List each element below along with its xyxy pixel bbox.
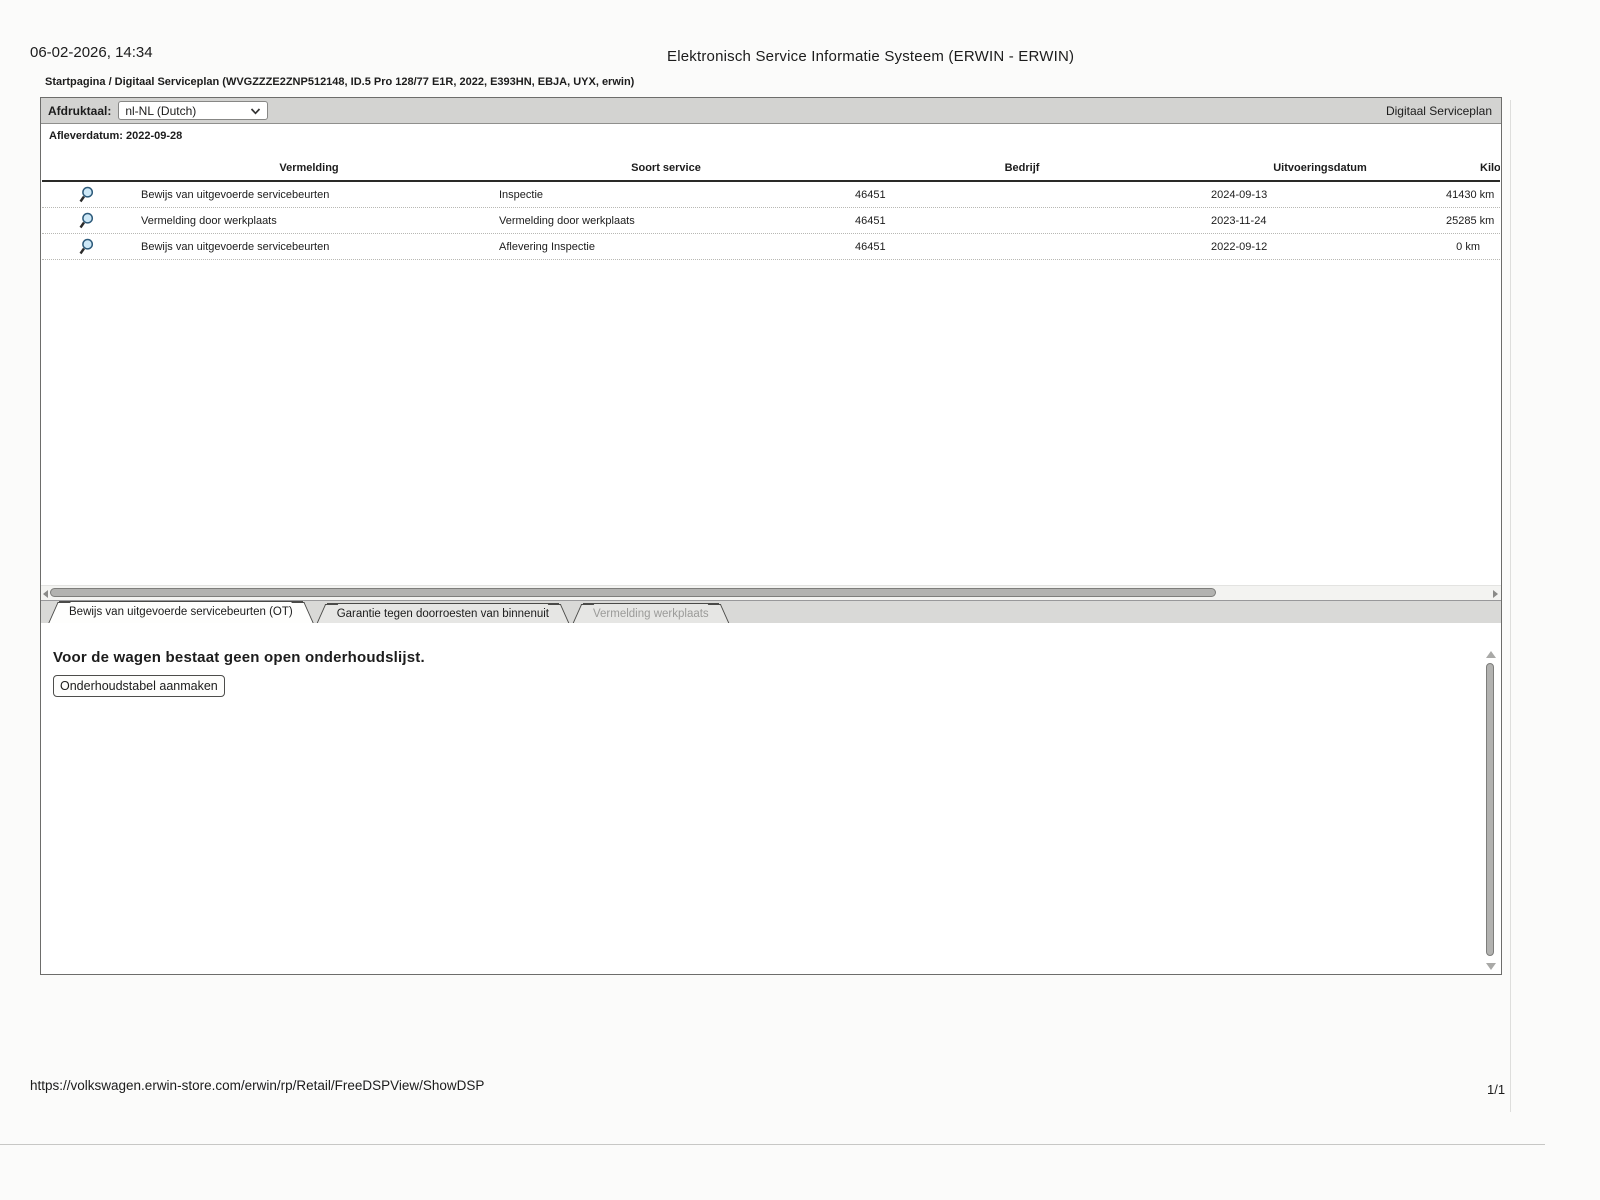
cell-kilometerstand: 25285 km [1446,214,1495,227]
table-empty-area [41,260,1501,585]
header-uitvoeringsdatum: Uitvoeringsdatum [1273,162,1367,174]
header-soort-service: Soort service [631,162,701,174]
horizontal-scrollbar[interactable] [41,585,1501,600]
arrow-left-icon[interactable] [43,590,48,598]
header-bedrijf: Bedrijf [1004,162,1040,174]
tab-bewijs-servicebeurten[interactable]: Bewijs van uitgevoerde servicebeurten (O… [59,601,303,623]
tab-content: Voor de wagen bestaat geen open onderhou… [41,623,1501,974]
print-language-select[interactable]: nl-NL (Dutch) [118,101,269,120]
cell-kilometerstand: 41430 km [1446,188,1495,201]
tab-garantie-doorroesten[interactable]: Garantie tegen doorroesten van binnenuit [326,603,559,623]
arrow-up-icon[interactable] [1486,651,1496,658]
cell-bedrijf: 46451 [855,214,886,227]
delivery-date: Afleverdatum: 2022-09-28 [49,130,183,142]
print-language-value: nl-NL (Dutch) [125,103,197,118]
cell-bedrijf: 46451 [855,240,886,253]
cell-vermelding: Bewijs van uitgevoerde servicebeurten [141,188,330,201]
panel-title: Digitaal Serviceplan [1385,103,1492,118]
table-header-row: Vermelding Soort service Bedrijf Uitvoer… [42,144,1500,182]
vertical-scrollbar[interactable] [1484,651,1496,970]
footer-url: https://volkswagen.erwin-store.com/erwin… [30,1078,485,1093]
cell-soort-service: Inspectie [499,188,544,201]
table-row: Bewijs van uitgevoerde servicebeurten In… [42,182,1500,208]
header-icon-col [42,174,130,180]
no-open-maintenance-message: Voor de wagen bestaat geen open onderhou… [53,649,425,666]
cell-kilometerstand: 0 km [1456,240,1480,253]
cell-soort-service: Aflevering Inspectie [499,240,595,253]
chevron-down-icon [250,104,261,118]
cell-uitvoeringsdatum: 2022-09-12 [1211,240,1268,253]
cell-uitvoeringsdatum: 2023-11-24 [1211,214,1267,227]
page-number: 1/1 [1487,1082,1506,1097]
header-vermelding: Vermelding [279,162,339,174]
breadcrumb: Startpagina / Digitaal Serviceplan (WVGZ… [45,76,635,88]
tab-vermelding-werkplaats[interactable]: Vermelding werkplaats [582,603,719,623]
print-datetime: 06-02-2026, 14:34 [30,44,153,61]
cell-uitvoeringsdatum: 2024-09-13 [1211,188,1268,201]
cell-soort-service: Vermelding door werkplaats [499,214,635,227]
row-detail-magnifier-icon[interactable] [42,212,130,230]
arrow-right-icon[interactable] [1493,590,1498,598]
header-kilometerstand: Kilometerstand [1480,162,1500,174]
cell-vermelding: Bewijs van uitgevoerde servicebeurten [141,240,330,253]
table-row: Bewijs van uitgevoerde servicebeurten Af… [42,234,1500,260]
cell-bedrijf: 46451 [855,188,886,201]
table-row: Vermelding door werkplaats Vermelding do… [42,208,1500,234]
cell-vermelding: Vermelding door werkplaats [141,214,277,227]
row-detail-magnifier-icon[interactable] [42,238,130,256]
tab-strip: Bewijs van uitgevoerde servicebeurten (O… [41,600,1501,623]
arrow-down-icon[interactable] [1486,963,1496,970]
vertical-scrollbar-thumb[interactable] [1486,663,1494,956]
scan-artifact-line [0,1144,1545,1145]
row-detail-magnifier-icon[interactable] [42,186,130,204]
panel-header-bar: Afdruktaal: nl-NL (Dutch) Digitaal Servi… [41,98,1501,124]
serviceplan-panel: Afdruktaal: nl-NL (Dutch) Digitaal Servi… [40,97,1502,975]
scan-artifact-edge [1510,100,1511,1112]
page-title: Elektronisch Service Informatie Systeem … [667,48,1075,65]
print-language-label: Afdruktaal: [48,103,112,118]
create-maintenance-table-button[interactable]: Onderhoudstabel aanmaken [53,675,225,697]
horizontal-scrollbar-thumb[interactable] [50,588,1216,597]
